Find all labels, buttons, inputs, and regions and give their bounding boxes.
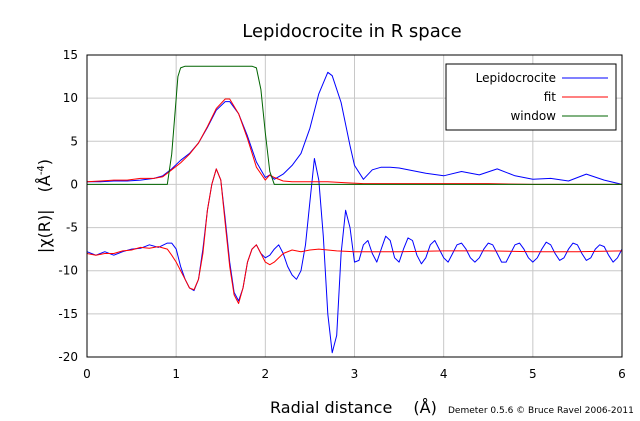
y-axis-label: |χ(R)| (Å-4) <box>35 159 54 253</box>
credit-text: Demeter 0.5.6 © Bruce Ravel 2006-2011 <box>448 406 634 416</box>
series-line-fit <box>86 98 622 185</box>
y-axis-label-close: ) <box>35 159 54 165</box>
x-tick-label: 4 <box>440 367 448 381</box>
x-tick-label: 6 <box>618 367 626 381</box>
y-axis-label-unit: (Å <box>35 175 54 192</box>
plot-lines <box>86 65 623 354</box>
y-axis-label-main: |χ(R)| <box>35 209 54 253</box>
series-line-window <box>87 65 622 185</box>
chart-title: Lepidocrocite in R space <box>242 21 461 42</box>
legend-label-data: Lepidocrocite <box>476 71 556 85</box>
y-tick-label: -5 <box>66 221 78 235</box>
y-tick-label: -10 <box>58 264 78 278</box>
y-tick-label: 5 <box>70 134 78 148</box>
y-tick-label: 15 <box>63 48 78 62</box>
svg-text:|χ(R)| (Å-4): |χ(R)| (Å-4) <box>35 159 54 253</box>
x-axis-label-main: Radial distance <box>270 398 392 417</box>
x-tick-label: 2 <box>262 367 270 381</box>
legend-label-fit: fit <box>544 90 557 104</box>
y-tick-label: -15 <box>58 307 78 321</box>
plot-frame <box>86 54 623 358</box>
y-tick-label: 0 <box>70 177 78 191</box>
series-line-fit-imaginary-part <box>86 168 623 304</box>
y-axis-label-exponent: -4 <box>36 165 47 175</box>
x-tick-label: 0 <box>83 367 91 381</box>
x-tick-label: 3 <box>351 367 359 381</box>
y-tick-label: 10 <box>63 91 78 105</box>
y-tick-label: -20 <box>58 350 78 364</box>
legend-label-window: window <box>510 109 556 123</box>
x-axis-label-unit: (Å) <box>413 398 436 417</box>
x-axis-label: Radial distance (Å) <box>270 398 437 417</box>
legend: Lepidocrocite fit window <box>445 63 617 131</box>
x-tick-label: 1 <box>172 367 180 381</box>
x-tick-labels: 0 1 2 3 4 5 6 <box>83 367 626 381</box>
x-tick-label: 5 <box>529 367 537 381</box>
y-tick-labels: 15 10 5 0 -5 -10 -15 -20 <box>58 48 78 364</box>
series-line-lepidocrocite <box>87 71 623 185</box>
